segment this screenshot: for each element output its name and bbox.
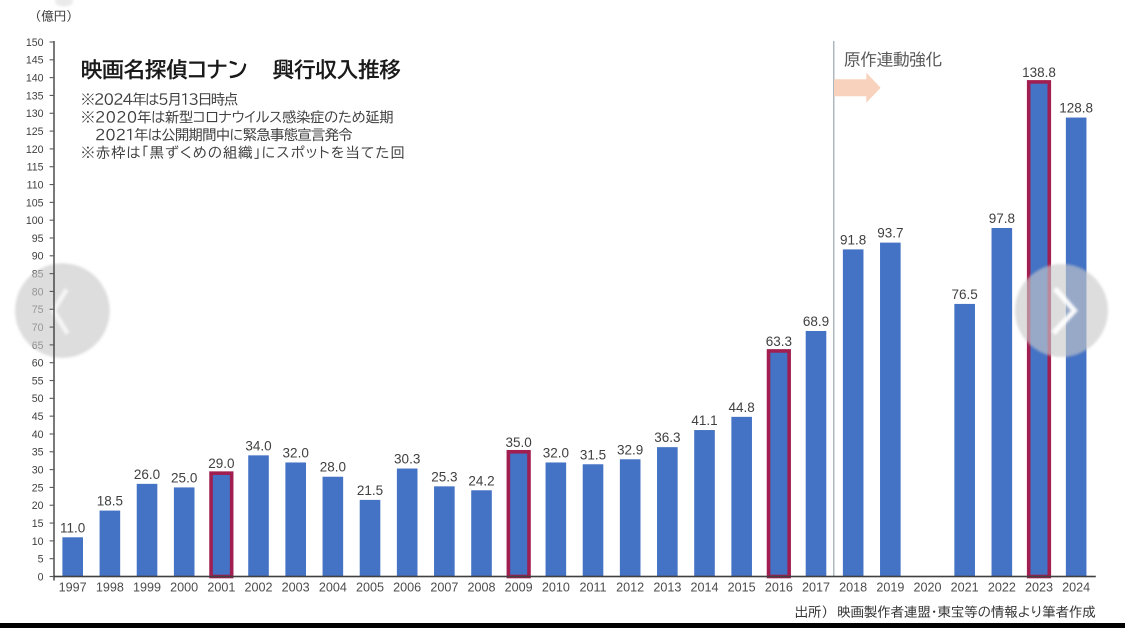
svg-text:30: 30 (32, 465, 44, 477)
svg-text:32.9: 32.9 (617, 442, 643, 457)
svg-text:25: 25 (32, 482, 44, 494)
svg-text:34.0: 34.0 (245, 438, 271, 453)
svg-text:36.3: 36.3 (654, 430, 680, 445)
svg-text:138.8: 138.8 (1022, 65, 1056, 80)
svg-text:26.0: 26.0 (134, 467, 160, 482)
svg-text:45: 45 (32, 411, 44, 423)
svg-text:11.0: 11.0 (60, 520, 85, 535)
svg-text:140: 140 (26, 73, 44, 85)
svg-text:5: 5 (38, 554, 44, 566)
svg-text:35: 35 (32, 447, 44, 459)
svg-text:2012: 2012 (616, 580, 644, 594)
svg-text:130: 130 (26, 108, 44, 120)
svg-text:91.8: 91.8 (840, 232, 866, 247)
svg-text:120: 120 (26, 144, 44, 156)
svg-text:50: 50 (32, 393, 44, 405)
svg-text:30.3: 30.3 (394, 452, 420, 467)
svg-text:63.3: 63.3 (766, 334, 792, 349)
svg-text:44.8: 44.8 (729, 400, 755, 415)
svg-text:60: 60 (32, 358, 44, 370)
svg-text:15: 15 (32, 518, 44, 530)
svg-text:32.0: 32.0 (543, 445, 569, 460)
svg-text:2018: 2018 (839, 580, 867, 594)
svg-text:2020: 2020 (913, 580, 941, 594)
svg-text:110: 110 (27, 179, 44, 191)
svg-text:2013: 2013 (653, 580, 681, 594)
svg-text:150: 150 (26, 37, 44, 49)
svg-text:35.0: 35.0 (506, 435, 532, 450)
svg-text:25.0: 25.0 (171, 470, 197, 485)
svg-text:2010: 2010 (542, 580, 570, 594)
svg-text:2015: 2015 (728, 580, 756, 594)
svg-text:2023: 2023 (1025, 580, 1053, 594)
svg-text:2019: 2019 (876, 580, 904, 594)
svg-text:2017: 2017 (802, 580, 830, 594)
svg-text:97.8: 97.8 (989, 211, 1015, 226)
svg-text:115: 115 (27, 162, 44, 174)
svg-text:41.1: 41.1 (691, 413, 717, 428)
svg-text:2008: 2008 (467, 580, 495, 594)
svg-text:55: 55 (32, 375, 44, 387)
svg-text:2014: 2014 (690, 580, 718, 594)
svg-text:105: 105 (26, 197, 44, 209)
svg-text:2024: 2024 (1062, 580, 1090, 594)
svg-text:76.5: 76.5 (952, 287, 978, 302)
svg-text:128.8: 128.8 (1059, 101, 1093, 116)
svg-text:2022: 2022 (988, 580, 1016, 594)
svg-text:135: 135 (26, 90, 44, 102)
svg-text:2001: 2001 (207, 580, 235, 594)
svg-text:1999: 1999 (133, 580, 161, 594)
svg-text:100: 100 (26, 215, 44, 227)
svg-text:90: 90 (32, 251, 44, 263)
svg-text:93.7: 93.7 (877, 226, 903, 241)
svg-text:2002: 2002 (245, 580, 273, 594)
svg-text:95: 95 (32, 233, 44, 245)
svg-text:25.3: 25.3 (431, 469, 457, 484)
svg-text:20: 20 (32, 500, 44, 512)
svg-text:28.0: 28.0 (320, 460, 346, 475)
svg-text:18.5: 18.5 (97, 494, 123, 509)
svg-text:1998: 1998 (96, 580, 124, 594)
svg-text:145: 145 (26, 55, 44, 67)
svg-text:2003: 2003 (282, 580, 310, 594)
svg-text:31.5: 31.5 (580, 447, 606, 462)
svg-text:2009: 2009 (505, 580, 533, 594)
svg-text:2006: 2006 (393, 580, 421, 594)
svg-text:2021: 2021 (951, 580, 979, 594)
svg-text:0: 0 (38, 571, 44, 583)
svg-text:40: 40 (32, 429, 44, 441)
svg-text:29.0: 29.0 (208, 456, 234, 471)
svg-text:2004: 2004 (319, 580, 347, 594)
svg-text:2007: 2007 (430, 580, 458, 594)
svg-text:10: 10 (32, 536, 44, 548)
svg-text:2000: 2000 (170, 580, 198, 594)
svg-text:2016: 2016 (765, 580, 793, 594)
svg-text:2011: 2011 (579, 580, 606, 594)
svg-text:24.2: 24.2 (468, 473, 494, 488)
svg-text:2005: 2005 (356, 580, 384, 594)
svg-text:32.0: 32.0 (283, 445, 309, 460)
svg-text:21.5: 21.5 (357, 483, 383, 498)
svg-text:68.9: 68.9 (803, 314, 829, 329)
svg-text:125: 125 (26, 126, 44, 138)
svg-text:1997: 1997 (59, 580, 87, 594)
